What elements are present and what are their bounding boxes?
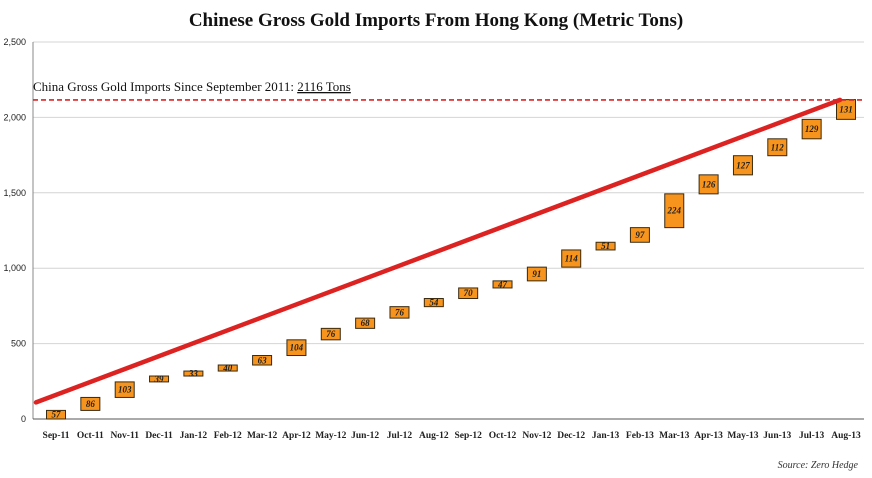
- waterfall-bar: [458, 287, 479, 300]
- overlay-lines: [33, 97, 864, 405]
- bar-value-label: 70: [464, 288, 474, 298]
- waterfall-bar: [80, 396, 101, 411]
- y-tick-label: 0: [21, 414, 26, 424]
- y-tick-label: 2,000: [3, 112, 26, 122]
- x-tick-label: Jul-12: [387, 431, 413, 441]
- x-tick-label: Aug-12: [419, 431, 449, 441]
- x-tick-label: Sep-11: [43, 431, 70, 441]
- x-tick-label: Aug-13: [831, 431, 861, 441]
- bar-value-label: 51: [601, 241, 610, 251]
- bar-value-label: 126: [702, 179, 716, 189]
- waterfall-bar: [389, 306, 410, 319]
- gridlines: [33, 41, 864, 345]
- x-tick-label: Jul-13: [799, 431, 825, 441]
- x-tick-label: Apr-13: [694, 431, 723, 441]
- total-annotation-value: 2116 Tons: [297, 79, 351, 94]
- bar-value-label: 103: [118, 385, 132, 395]
- x-tick-label: Mar-12: [247, 431, 277, 441]
- waterfall-bar: [252, 355, 273, 366]
- x-tick-label: Jun-12: [351, 431, 379, 441]
- axes: 0 500 1,000 1,500 2,000 2,500 Sep-11 Oct-11 Nov-…: [3, 37, 864, 441]
- x-tick-label: Jan-13: [592, 431, 620, 441]
- waterfall-bar: [114, 381, 135, 398]
- waterfall-bar: [767, 138, 788, 157]
- y-tick-label: 1,000: [3, 263, 26, 273]
- waterfall-bar: [492, 280, 513, 289]
- waterfall-bar: [217, 364, 238, 372]
- y-tick-label: 500: [11, 339, 26, 349]
- bar-value-label: 47: [497, 279, 508, 289]
- cumulative-trend-line: [33, 97, 843, 405]
- x-tick-label: May-13: [727, 431, 758, 441]
- bar-value-label: 131: [839, 104, 853, 114]
- x-tick-label: Feb-12: [214, 431, 242, 441]
- x-tick-label: Sep-12: [454, 431, 482, 441]
- waterfall-bar: [698, 174, 719, 195]
- bar-value-label: 129: [805, 124, 819, 134]
- x-tick-label: Jan-12: [180, 431, 208, 441]
- bar-value-label: 224: [667, 206, 682, 216]
- bar-value-label: 33: [188, 369, 199, 379]
- waterfall-bar: [629, 227, 650, 243]
- y-tick-label: 1,500: [3, 188, 26, 198]
- x-tick-label: Apr-12: [282, 431, 311, 441]
- x-tick-label: Nov-12: [522, 431, 551, 441]
- waterfall-bar: [423, 298, 444, 308]
- waterfall-bar: [732, 155, 753, 176]
- x-tick-label: Nov-11: [110, 431, 139, 441]
- bars: 57 86 103 39 33 40 63 104 76 68 76 54 70 47 91 114 51 97 2…: [46, 99, 856, 420]
- x-tick-label: Dec-12: [557, 431, 585, 441]
- waterfall-bar: [286, 339, 307, 357]
- bar-value-label: 63: [258, 355, 268, 365]
- bar-value-label: 127: [736, 160, 750, 170]
- waterfall-bar: [320, 327, 341, 341]
- total-annotation: China Gross Gold Imports Since September…: [33, 79, 351, 94]
- bar-value-label: 76: [326, 329, 336, 339]
- bar-value-label: 57: [52, 410, 62, 420]
- x-tick-label: Dec-11: [145, 431, 173, 441]
- x-tick-label: Mar-13: [659, 431, 689, 441]
- waterfall-bar: [664, 193, 685, 229]
- waterfall-bar: [595, 241, 616, 251]
- waterfall-bar: [801, 118, 822, 140]
- waterfall-bar: [149, 375, 170, 383]
- waterfall-bar: [355, 317, 376, 329]
- chart-title: Chinese Gross Gold Imports From Hong Kon…: [189, 10, 683, 31]
- x-tick-label: Oct-11: [77, 431, 104, 441]
- bar-value-label: 91: [532, 269, 541, 279]
- waterfall-bar: [46, 409, 66, 420]
- bar-value-label: 104: [290, 343, 304, 353]
- total-annotation-prefix: China Gross Gold Imports Since September…: [33, 79, 297, 94]
- bar-value-label: 76: [395, 307, 405, 317]
- bar-value-label: 114: [565, 254, 579, 264]
- bar-value-label: 68: [361, 318, 371, 328]
- x-tick-label: May-12: [315, 431, 346, 441]
- bar-value-label: 39: [154, 374, 165, 384]
- source-note: Source: Zero Hedge: [778, 460, 859, 471]
- x-tick-label: Oct-12: [489, 431, 517, 441]
- waterfall-bar: [183, 370, 204, 377]
- x-tick-label: Feb-13: [626, 431, 654, 441]
- bar-value-label: 40: [222, 363, 233, 373]
- waterfall-bar: [561, 249, 582, 268]
- x-tick-label: Jun-13: [763, 431, 791, 441]
- bar-value-label: 54: [429, 298, 439, 308]
- waterfall-bar: [526, 266, 547, 282]
- y-tick-label: 2,500: [3, 37, 26, 47]
- bar-value-label: 86: [86, 399, 96, 409]
- bar-value-label: 97: [635, 230, 645, 240]
- bar-value-label: 112: [771, 142, 785, 152]
